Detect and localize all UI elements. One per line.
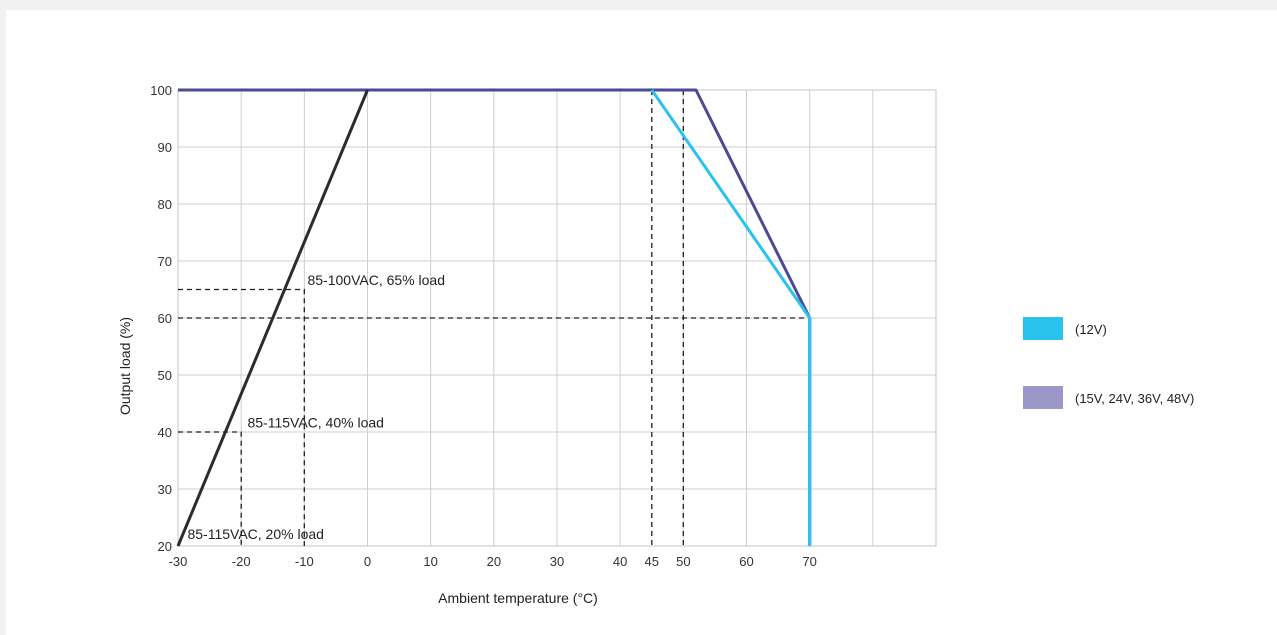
x-tick-label: 60 xyxy=(739,554,753,569)
chart-card: -30 -20 -10 0 10 20 30 40 45 50 60 70 20 30 40 50 60 70 80… xyxy=(6,10,1277,635)
derating-chart: -30 -20 -10 0 10 20 30 40 45 50 60 70 20 30 40 50 60 70 80… xyxy=(117,83,1194,606)
x-tick-label: 50 xyxy=(676,554,690,569)
series-line xyxy=(176,89,369,547)
annotation-label: 85-100VAC, 65% load xyxy=(307,272,445,288)
x-tick-label: -10 xyxy=(295,554,314,569)
y-tick-label: 60 xyxy=(158,311,172,326)
legend: (12V) (15V, 24V, 36V, 48V) xyxy=(1023,317,1194,409)
x-tick-label: 10 xyxy=(423,554,437,569)
series-lines xyxy=(176,88,812,547)
y-tick-label: 30 xyxy=(158,482,172,497)
series-line xyxy=(650,89,812,546)
y-tick-label: 40 xyxy=(158,425,172,440)
legend-swatch xyxy=(1023,386,1063,409)
guide-line xyxy=(178,431,242,546)
x-tick-label: 40 xyxy=(613,554,627,569)
x-tick-label: 70 xyxy=(802,554,816,569)
x-tick-label: -30 xyxy=(169,554,188,569)
annotations: 85-100VAC, 65% load 85-115VAC, 40% load 85… xyxy=(187,272,445,542)
x-tick-label: 20 xyxy=(487,554,501,569)
annotation-label: 85-115VAC, 40% load xyxy=(247,414,383,430)
x-tick-label: -20 xyxy=(232,554,251,569)
guide-lines xyxy=(178,90,810,546)
y-tick-label: 50 xyxy=(158,368,172,383)
x-tick-label: 30 xyxy=(550,554,564,569)
guide-line xyxy=(178,288,305,546)
legend-label: (15V, 24V, 36V, 48V) xyxy=(1075,391,1194,406)
x-tick-label: 0 xyxy=(364,554,371,569)
y-tick-label: 20 xyxy=(158,539,172,554)
y-tick-label: 70 xyxy=(158,254,172,269)
y-tick-label: 80 xyxy=(158,197,172,212)
x-axis-label: Ambient temperature (°C) xyxy=(438,590,598,606)
x-tick-label: 45 xyxy=(645,554,659,569)
annotation-label: 85-115VAC, 20% load xyxy=(187,526,323,542)
y-tick-label: 100 xyxy=(150,83,172,98)
legend-swatch xyxy=(1023,317,1063,340)
y-tick-label: 90 xyxy=(158,140,172,155)
legend-label: (12V) xyxy=(1075,322,1107,337)
tick-labels: -30 -20 -10 0 10 20 30 40 45 50 60 70 20 30 40 50 60 70 80… xyxy=(150,83,817,569)
y-axis-label: Output load (%) xyxy=(117,317,133,415)
